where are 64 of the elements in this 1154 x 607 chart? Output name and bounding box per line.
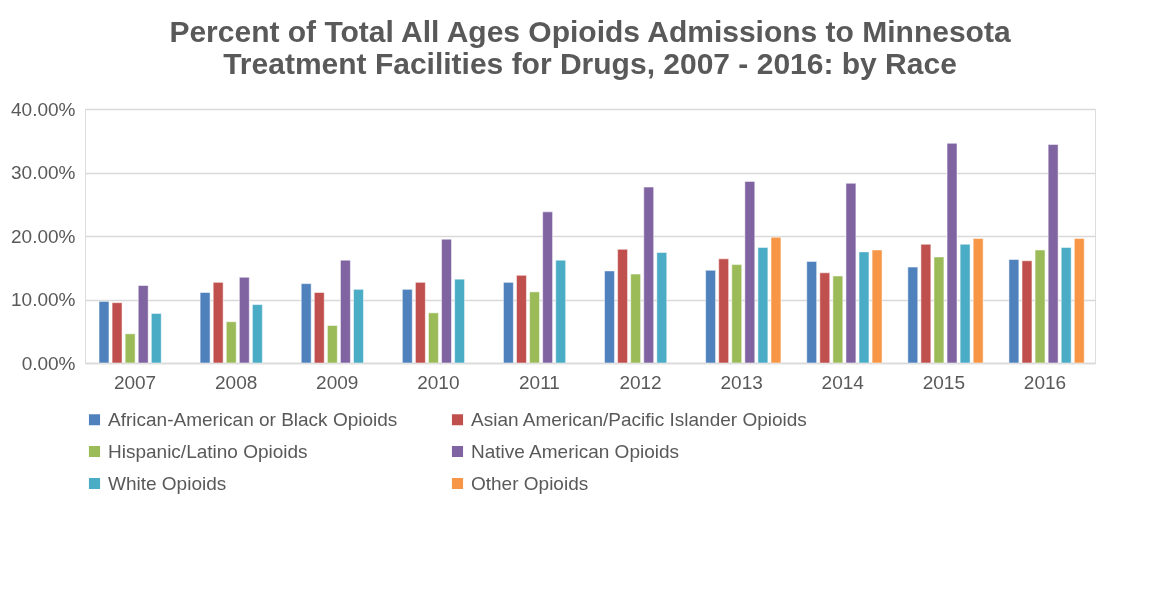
- bar: [630, 273, 641, 364]
- bar: [744, 181, 756, 364]
- text: Treatment Facilities for Drugs, 2007 - 2016: by Race: [223, 47, 957, 80]
- bar: [907, 266, 919, 364]
- bar: [300, 283, 312, 364]
- bar: [226, 321, 237, 364]
- y-tick-label: 10.00%: [11, 289, 76, 310]
- bar: [252, 304, 263, 364]
- bar: [340, 259, 351, 364]
- bar: [718, 258, 729, 364]
- x-tick-label: 2011: [519, 371, 560, 393]
- x-tick-label: 2009: [316, 371, 359, 393]
- bar: [705, 270, 716, 364]
- bar: [516, 275, 527, 364]
- bar: [555, 259, 566, 364]
- bar: [1074, 238, 1085, 364]
- bar: [656, 252, 668, 364]
- bar: [415, 282, 426, 364]
- bar: [327, 325, 338, 364]
- bar: [454, 278, 465, 364]
- x-tick-label: 2015: [922, 371, 965, 393]
- bar: [402, 289, 413, 364]
- bar: [428, 312, 439, 364]
- x-tick-label: 2008: [215, 371, 258, 393]
- y-tick-label: 30.00%: [11, 162, 76, 183]
- legend-label: Native American Opioids: [471, 440, 680, 462]
- bar: [212, 282, 224, 364]
- legend-label: Hispanic/Latino Opioids: [108, 440, 308, 462]
- legend-label: Asian American/Pacific Islander Opioids: [471, 408, 807, 430]
- bar: [151, 313, 162, 364]
- bar: [617, 249, 628, 364]
- bar: [124, 333, 136, 364]
- y-tick-label: 40.00%: [11, 98, 76, 120]
- bar: [604, 270, 615, 364]
- bar: [138, 285, 149, 364]
- legend-label: African-American or Black Opioids: [108, 408, 398, 430]
- y-tick-label: 20.00%: [11, 225, 76, 247]
- x-tick-label: 2010: [417, 371, 460, 393]
- x-tick-label: 2013: [720, 371, 763, 393]
- bar: [529, 291, 540, 364]
- bar: [731, 264, 742, 364]
- bar: [542, 211, 553, 364]
- bar: [314, 292, 325, 364]
- bar: [199, 292, 211, 364]
- legend-label: White Opioids: [108, 472, 227, 494]
- bar: [643, 186, 654, 364]
- y-tick-label: 0.00%: [21, 352, 76, 374]
- bar: [920, 244, 932, 364]
- x-tick-label: 2012: [619, 371, 662, 393]
- bar: [353, 289, 364, 364]
- bar: [806, 261, 817, 364]
- text: Percent of Total All Ages Opioids Admissions to Minnesota: [169, 15, 1011, 48]
- x-tick-label: 2016: [1023, 371, 1067, 393]
- bar: [441, 238, 452, 364]
- bar: [1060, 247, 1072, 364]
- bar: [832, 275, 844, 364]
- legend-label: Other Opioids: [471, 472, 589, 494]
- bar: [1047, 144, 1059, 364]
- bar: [503, 282, 514, 364]
- x-tick-label: 2007: [113, 371, 157, 393]
- bar: [239, 277, 250, 364]
- bar: [819, 272, 830, 364]
- bar: [972, 238, 984, 364]
- x-tick-label: 2014: [821, 371, 865, 393]
